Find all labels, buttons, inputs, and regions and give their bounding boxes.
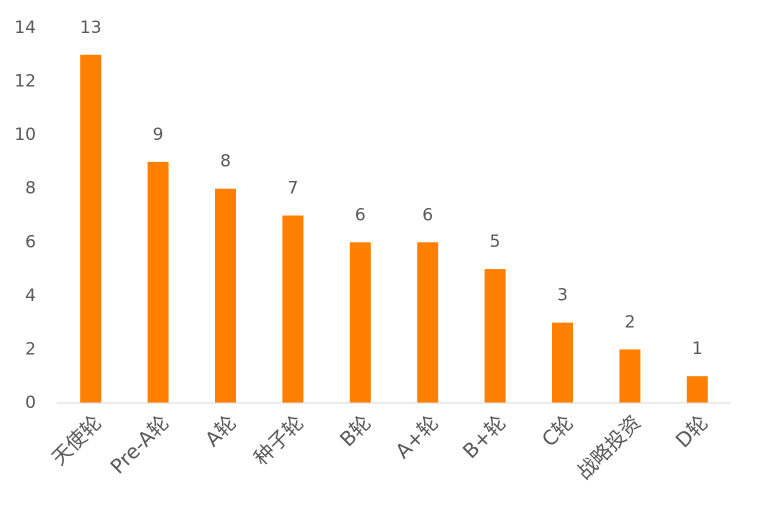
bar (484, 269, 506, 403)
x-tick-label: B轮 (335, 410, 376, 451)
y-tick-label: 2 (25, 339, 36, 359)
y-tick-label: 14 (14, 18, 36, 38)
data-label: 13 (80, 18, 102, 38)
x-tick-label: B+轮 (458, 410, 511, 463)
y-tick-label: 4 (25, 286, 36, 306)
y-tick-label: 0 (25, 393, 36, 413)
y-tick-label: 12 (14, 72, 36, 92)
data-label: 8 (220, 152, 231, 172)
x-tick-label: A+轮 (390, 410, 443, 463)
data-label: 6 (355, 205, 366, 225)
bar (147, 161, 169, 403)
y-tick-label: 8 (25, 179, 36, 199)
bar (619, 349, 641, 403)
bar (552, 322, 573, 403)
y-tick-label: 6 (25, 232, 36, 252)
bar (282, 215, 304, 403)
bar (686, 376, 708, 403)
bar (80, 54, 102, 404)
x-tick-label: C轮 (537, 410, 578, 451)
y-tick-label: 10 (14, 125, 36, 145)
data-label: 7 (287, 179, 298, 199)
bar (215, 188, 236, 403)
x-tick-label: D轮 (671, 410, 713, 452)
data-label: 9 (153, 125, 164, 145)
data-label: 1 (692, 339, 703, 359)
bar (349, 242, 371, 403)
bar (417, 242, 439, 403)
x-tick-label: 种子轮 (249, 410, 308, 469)
data-label: 6 (422, 205, 433, 225)
x-tick-label: Pre-A轮 (105, 410, 173, 478)
x-tick-label: A轮 (200, 410, 241, 451)
x-tick-label: 天使轮 (47, 410, 106, 469)
data-label: 2 (624, 312, 635, 332)
data-label: 3 (557, 286, 568, 306)
data-label: 5 (490, 232, 501, 252)
x-tick-label: 战略投资 (572, 410, 646, 484)
